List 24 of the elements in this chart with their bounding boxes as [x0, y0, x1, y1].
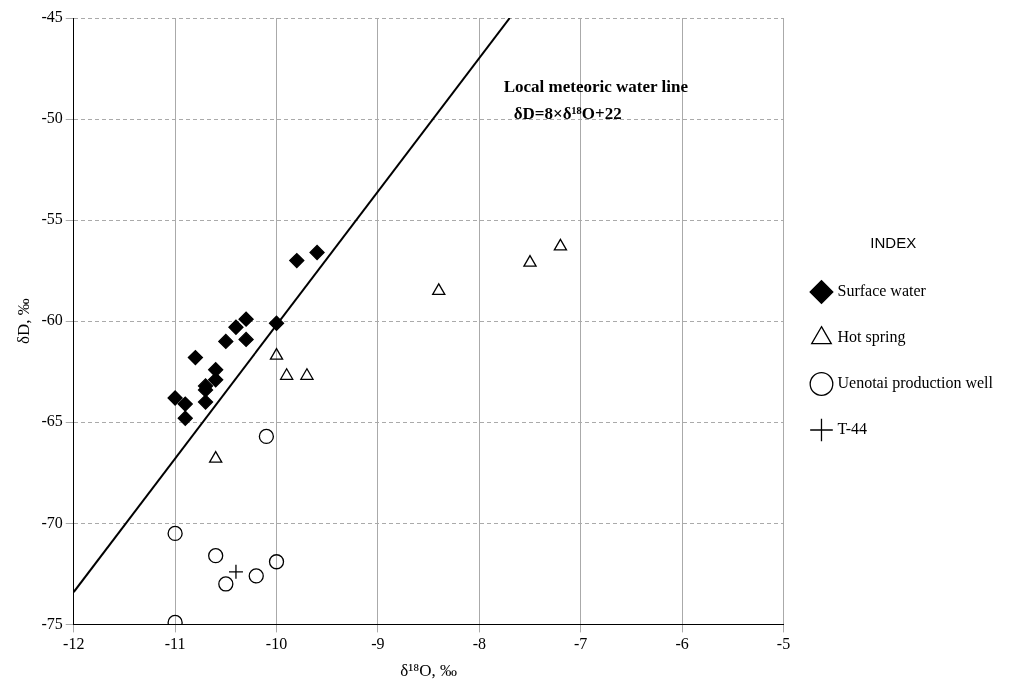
x-tick-label: -6: [675, 635, 689, 653]
x-tick-label: -10: [265, 635, 288, 653]
legend-label: Surface water: [837, 282, 927, 300]
x-tick-label: -9: [371, 635, 385, 653]
y-tick-label: -70: [41, 513, 63, 531]
y-tick-label: -75: [41, 614, 63, 632]
legend-label: Hot spring: [837, 328, 906, 347]
legend-label: T-44: [837, 420, 868, 438]
x-tick-label: -11: [164, 635, 186, 653]
x-tick-label: -7: [574, 635, 588, 653]
annotation: δD=8×δ¹⁸O+22: [513, 104, 622, 124]
y-tick-label: -45: [41, 8, 63, 26]
y-axis-title: δD, ‰: [13, 298, 33, 345]
legend-label: Uenotai production well: [837, 374, 994, 393]
y-tick-label: -65: [41, 412, 63, 430]
x-tick-label: -12: [63, 635, 85, 653]
y-tick-label: -60: [41, 311, 63, 329]
x-axis-title: δ¹⁸O, ‰: [400, 661, 458, 681]
x-tick-label: -8: [472, 635, 486, 653]
annotation: Local meteoric water line: [503, 77, 689, 97]
y-tick-label: -55: [41, 210, 63, 228]
legend-title: INDEX: [870, 233, 917, 251]
x-tick-label: -5: [776, 635, 791, 653]
y-tick-label: -50: [41, 109, 63, 127]
